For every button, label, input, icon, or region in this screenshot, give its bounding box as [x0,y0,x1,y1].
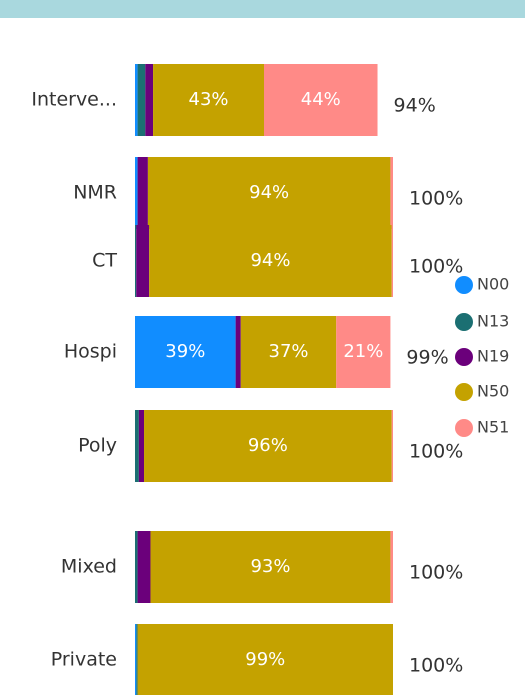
category-label: Mixed [61,556,117,578]
legend-marker [455,419,473,437]
total-label: 100% [409,562,463,584]
data-label: 93% [250,556,290,577]
category-label: Interve... [31,89,117,111]
category-label: CT [92,250,117,272]
bar-segment [264,64,378,136]
bar-segment [390,157,393,229]
data-label: 94% [250,250,290,271]
bar-segment [149,225,392,297]
bar-segment [135,157,138,229]
legend-label: N50 [477,382,509,401]
data-label: 44% [301,89,341,110]
bar-segment [137,157,148,229]
bar-segment [150,531,391,603]
legend-label: N51 [477,418,509,437]
bar-segment [135,531,138,603]
bar-segment [240,316,337,388]
category-label: NMR [73,182,117,204]
total-label: 100% [409,441,463,463]
category-label: Hospi [64,341,117,363]
bar-segment [153,64,264,136]
data-label: 39% [165,341,205,362]
bar-segment [391,225,393,297]
bar-segment [391,410,393,482]
total-label: 99% [406,347,448,369]
bar-segment [135,624,137,695]
legend-label: N19 [477,347,509,366]
bar-segment [135,225,137,297]
bar-segment [136,624,138,695]
bar-segment [235,316,241,388]
data-label: 99% [245,649,285,670]
legend-marker [455,276,473,294]
data-label: 94% [249,182,289,203]
bar-segment [144,410,392,482]
data-label: 96% [248,435,288,456]
data-label: 37% [269,341,309,362]
bar-segment [135,316,236,388]
legend-marker [455,313,473,331]
category-label: Poly [78,435,117,457]
category-label: Private [51,649,117,671]
data-label: 21% [343,341,383,362]
bar-segment [336,316,391,388]
legend-marker [455,383,473,401]
bar-segment [390,531,393,603]
total-label: 100% [409,256,463,278]
legend-label: N13 [477,312,509,331]
bar-segment [136,225,150,297]
data-label: 43% [189,89,229,110]
bar-segment [137,624,393,695]
bar-segment [145,64,154,136]
bar-segment [135,64,138,136]
legend-label: N00 [477,275,509,294]
bar-segment [138,410,145,482]
total-label: 100% [409,655,463,677]
total-label: 94% [394,95,436,117]
bar-segment [147,157,391,229]
header-strip [0,0,525,18]
bar-segment [137,64,146,136]
bar-segment [137,531,151,603]
total-label: 100% [409,188,463,210]
bar-segment [135,410,139,482]
legend-marker [455,348,473,366]
